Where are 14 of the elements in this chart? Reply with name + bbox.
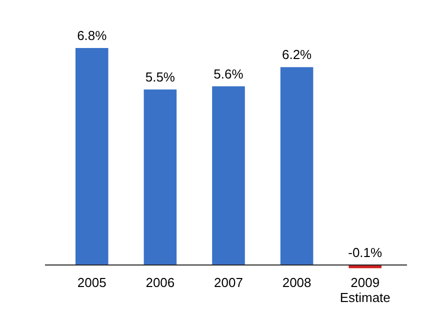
bar	[144, 89, 177, 265]
bar	[212, 86, 245, 265]
data-label: 5.6%	[214, 66, 244, 82]
x-tick-label: 2007	[214, 275, 243, 290]
x-tick-label: 2008	[282, 275, 312, 290]
x-tick-label: 2005	[77, 275, 106, 290]
x-tick-label: 2009 Estimate	[340, 275, 390, 305]
x-tick-label: 2006	[146, 275, 175, 290]
data-label: -0.1%	[348, 245, 383, 260]
bar	[75, 48, 108, 265]
data-label: 6.8%	[77, 28, 108, 43]
data-label: 5.5%	[145, 69, 176, 84]
bar	[280, 67, 314, 265]
data-label: 6.2%	[282, 47, 312, 62]
